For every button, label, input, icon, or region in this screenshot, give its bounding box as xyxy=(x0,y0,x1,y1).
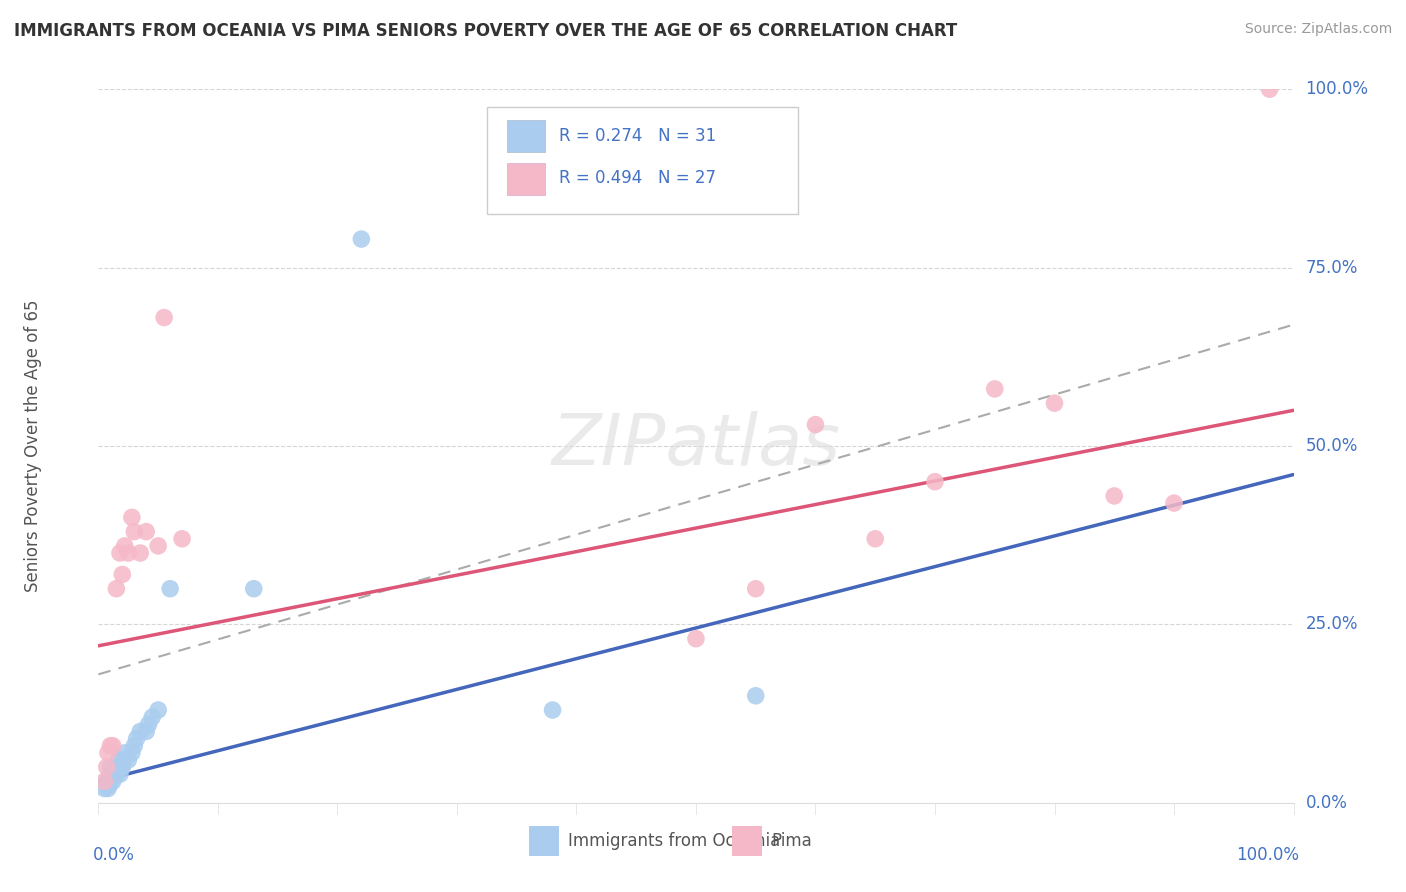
Text: 0.0%: 0.0% xyxy=(1305,794,1347,812)
Point xyxy=(111,567,134,582)
Text: 75.0%: 75.0% xyxy=(1305,259,1358,277)
Point xyxy=(98,760,122,774)
Text: Immigrants from Oceania: Immigrants from Oceania xyxy=(568,832,780,850)
Point xyxy=(98,739,122,753)
Point xyxy=(93,781,115,796)
Text: 50.0%: 50.0% xyxy=(1305,437,1358,455)
Point xyxy=(1258,82,1281,96)
Point xyxy=(98,778,121,792)
Point xyxy=(96,774,118,789)
Point xyxy=(135,524,157,539)
Point xyxy=(97,746,120,760)
Point xyxy=(112,753,135,767)
Point xyxy=(103,767,125,781)
Point xyxy=(148,539,170,553)
Point xyxy=(117,546,139,560)
Point xyxy=(125,731,148,746)
Point xyxy=(110,760,132,774)
Point xyxy=(153,310,176,325)
Point xyxy=(114,746,136,760)
Text: IMMIGRANTS FROM OCEANIA VS PIMA SENIORS POVERTY OVER THE AGE OF 65 CORRELATION C: IMMIGRANTS FROM OCEANIA VS PIMA SENIORS … xyxy=(14,22,957,40)
Point xyxy=(350,232,373,246)
FancyBboxPatch shape xyxy=(486,107,797,214)
Text: Seniors Poverty Over the Age of 65: Seniors Poverty Over the Age of 65 xyxy=(24,300,42,592)
Point xyxy=(105,767,128,781)
Point xyxy=(121,746,143,760)
Text: 100.0%: 100.0% xyxy=(1236,846,1299,863)
Text: Pima: Pima xyxy=(772,832,813,850)
Point xyxy=(101,739,124,753)
Point xyxy=(101,774,124,789)
Point xyxy=(983,382,1005,396)
Point xyxy=(107,760,129,774)
Point xyxy=(129,724,152,739)
Point xyxy=(172,532,194,546)
Point xyxy=(148,703,170,717)
Point xyxy=(1102,489,1125,503)
Point xyxy=(141,710,163,724)
Text: 25.0%: 25.0% xyxy=(1305,615,1358,633)
Text: ZIPatlas: ZIPatlas xyxy=(551,411,841,481)
Text: R = 0.494   N = 27: R = 0.494 N = 27 xyxy=(558,169,716,187)
Point xyxy=(1163,496,1185,510)
Point xyxy=(107,753,129,767)
Point xyxy=(745,689,768,703)
Point xyxy=(121,510,143,524)
Point xyxy=(117,753,139,767)
Point xyxy=(93,774,115,789)
Point xyxy=(97,781,120,796)
Point xyxy=(129,546,152,560)
Point xyxy=(108,546,131,560)
Point xyxy=(745,582,768,596)
Point xyxy=(685,632,707,646)
Point xyxy=(96,760,118,774)
Text: 0.0%: 0.0% xyxy=(93,846,135,863)
Point xyxy=(111,760,134,774)
Point xyxy=(159,582,181,596)
Point xyxy=(114,539,136,553)
Point xyxy=(124,524,146,539)
Point xyxy=(924,475,946,489)
FancyBboxPatch shape xyxy=(733,826,762,856)
Point xyxy=(541,703,564,717)
Point xyxy=(138,717,160,731)
Point xyxy=(243,582,266,596)
FancyBboxPatch shape xyxy=(529,826,558,856)
FancyBboxPatch shape xyxy=(508,120,546,152)
Point xyxy=(135,724,157,739)
Point xyxy=(804,417,827,432)
Point xyxy=(105,582,128,596)
Text: Source: ZipAtlas.com: Source: ZipAtlas.com xyxy=(1244,22,1392,37)
Point xyxy=(863,532,886,546)
Text: R = 0.274   N = 31: R = 0.274 N = 31 xyxy=(558,127,716,145)
FancyBboxPatch shape xyxy=(508,162,546,194)
Point xyxy=(1043,396,1066,410)
Text: 100.0%: 100.0% xyxy=(1305,80,1368,98)
Point xyxy=(124,739,146,753)
Point xyxy=(98,774,122,789)
Point xyxy=(98,767,122,781)
Point xyxy=(108,767,131,781)
